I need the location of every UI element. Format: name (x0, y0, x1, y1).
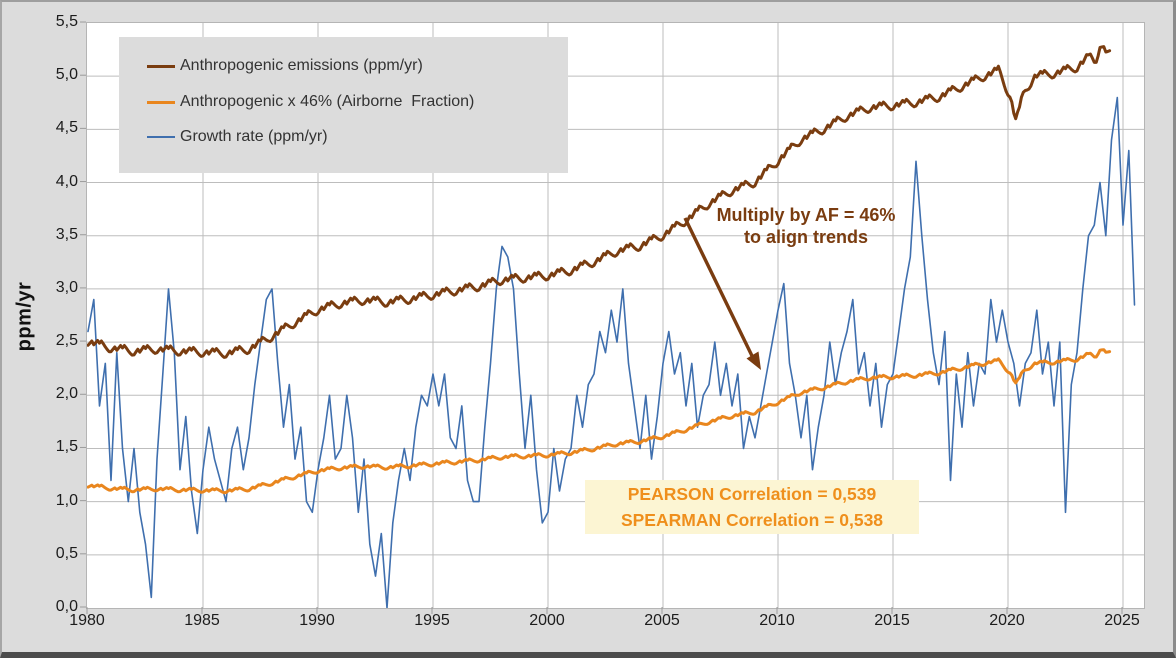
legend: Anthropogenic emissions (ppm/yr) Anthrop… (119, 37, 568, 173)
y-tick-label: 1,5 (55, 438, 78, 456)
x-tick-label: 2010 (759, 612, 795, 629)
x-tick-label: 1985 (184, 612, 220, 629)
pearson-correlation-text: PEARSON Correlation = 0,539 (627, 484, 877, 504)
legend-label-emissions: Anthropogenic emissions (ppm/yr) (180, 57, 423, 74)
y-tick-label: 3,0 (55, 278, 78, 296)
y-tick-label: 4,0 (55, 172, 78, 190)
x-tick-label: 1990 (299, 612, 335, 629)
airborne-fraction-line-swatch (147, 100, 175, 104)
spearman-correlation-text: SPEARMAN Correlation = 0,538 (620, 510, 884, 530)
arrow-annotation: Multiply by AF = 46% to align trends (690, 204, 922, 248)
arrow-annotation-line2: to align trends (743, 227, 868, 247)
y-axis-title: ppm/yr (13, 281, 36, 352)
anthropogenic-emissions-line (87, 45, 1112, 359)
y-tick-label: 1,0 (55, 491, 78, 509)
x-tick-label: 2025 (1104, 612, 1140, 629)
y-tick-label: 5,0 (55, 66, 78, 84)
legend-item-emissions: Anthropogenic emissions (ppm/yr) (147, 56, 423, 76)
x-tick-label: 2020 (989, 612, 1025, 629)
x-tick-label: 2005 (644, 612, 680, 629)
growth-rate-line (87, 96, 1136, 608)
legend-item-airborne-fraction: Anthropogenic x 46% (Airborne Fraction) (147, 92, 474, 112)
x-tick-label: 2015 (874, 612, 910, 629)
x-tick-label: 1980 (69, 612, 105, 629)
x-tick-label: 2000 (529, 612, 565, 629)
growth-rate-line-swatch (147, 136, 175, 138)
arrow-annotation-line1: Multiply by AF = 46% (716, 205, 896, 225)
emissions-line-swatch (147, 64, 175, 68)
legend-item-growth-rate: Growth rate (ppm/yr) (147, 127, 328, 147)
y-tick-label: 5,5 (55, 13, 78, 31)
legend-label-airborne-fraction: Anthropogenic x 46% (Airborne Fraction) (180, 93, 475, 110)
x-tick-label: 1995 (414, 612, 450, 629)
y-tick-label: 0,5 (55, 544, 78, 562)
y-tick-label: 3,5 (55, 225, 78, 243)
y-tick-label: 0,0 (55, 598, 78, 615)
y-tick-label: 2,0 (55, 385, 78, 403)
correlation-box: PEARSON Correlation = 0,539 SPEARMAN Cor… (585, 480, 919, 534)
legend-label-growth-rate: Growth rate (ppm/yr) (180, 128, 328, 145)
airborne-fraction-line (87, 348, 1112, 495)
y-tick-label: 2,5 (55, 332, 78, 350)
y-tick-label: 4,5 (55, 119, 78, 137)
